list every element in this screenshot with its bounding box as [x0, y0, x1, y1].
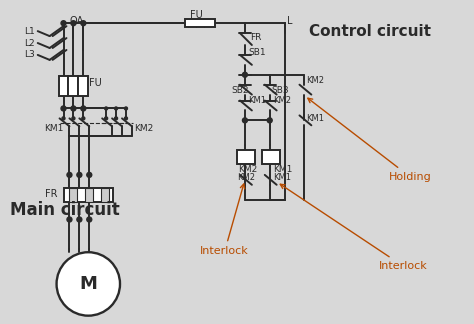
Text: SB2: SB2 — [231, 86, 248, 95]
Circle shape — [71, 106, 76, 111]
Circle shape — [105, 117, 108, 120]
Text: KM1: KM1 — [273, 166, 292, 174]
Circle shape — [77, 172, 82, 177]
Text: KM1: KM1 — [248, 96, 266, 105]
Text: Main circuit: Main circuit — [10, 201, 120, 219]
Text: KM1: KM1 — [273, 173, 291, 182]
Bar — [68, 76, 78, 96]
Circle shape — [105, 107, 108, 110]
Text: L2: L2 — [24, 39, 35, 48]
Circle shape — [77, 217, 82, 222]
Text: KM1: KM1 — [306, 114, 324, 123]
Text: L1: L1 — [24, 27, 35, 36]
Text: L3: L3 — [24, 51, 35, 59]
Circle shape — [62, 117, 65, 120]
Circle shape — [125, 107, 128, 110]
Text: SB1: SB1 — [248, 49, 265, 57]
Text: KM2: KM2 — [237, 173, 255, 182]
Circle shape — [125, 117, 128, 120]
Circle shape — [87, 172, 92, 177]
Text: QA: QA — [70, 16, 84, 26]
Circle shape — [72, 117, 75, 120]
Circle shape — [56, 252, 120, 316]
Circle shape — [81, 21, 86, 26]
Circle shape — [115, 107, 118, 110]
Circle shape — [87, 217, 92, 222]
Text: FR: FR — [45, 189, 57, 199]
Text: FU: FU — [191, 10, 203, 20]
Text: Control circuit: Control circuit — [310, 24, 431, 39]
Text: M: M — [79, 275, 97, 293]
Circle shape — [61, 21, 66, 26]
Circle shape — [71, 21, 76, 26]
Bar — [185, 19, 215, 27]
Text: KM2: KM2 — [134, 124, 153, 133]
Text: Holding: Holding — [308, 98, 431, 182]
Circle shape — [243, 72, 247, 77]
Text: KM2: KM2 — [273, 96, 291, 105]
Bar — [70, 188, 77, 202]
Bar — [262, 150, 280, 164]
Text: Interlock: Interlock — [201, 184, 249, 256]
Text: KM2: KM2 — [306, 76, 324, 85]
Circle shape — [267, 118, 272, 123]
Circle shape — [115, 117, 118, 120]
Text: Interlock: Interlock — [280, 184, 428, 271]
Circle shape — [81, 106, 86, 111]
Text: KM1: KM1 — [44, 124, 63, 133]
Bar — [85, 188, 93, 202]
Bar — [64, 188, 113, 202]
Circle shape — [67, 217, 72, 222]
Bar — [78, 76, 88, 96]
Text: KM2: KM2 — [238, 166, 257, 174]
Bar — [237, 150, 255, 164]
Circle shape — [82, 117, 85, 120]
Bar — [101, 188, 109, 202]
Text: L: L — [287, 16, 292, 26]
Bar — [59, 76, 68, 96]
Circle shape — [243, 118, 247, 123]
Circle shape — [61, 106, 66, 111]
Text: SB3: SB3 — [272, 86, 289, 95]
Text: FU: FU — [89, 78, 102, 88]
Circle shape — [67, 172, 72, 177]
Text: FR: FR — [250, 33, 261, 41]
